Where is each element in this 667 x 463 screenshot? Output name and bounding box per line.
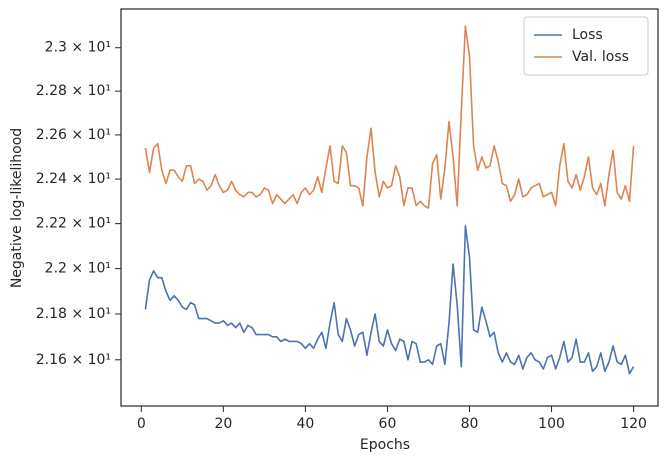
y-tick-label: 2.24 × 10¹ — [36, 171, 111, 187]
legend-box — [523, 16, 649, 76]
x-tick-label: 100 — [538, 416, 565, 432]
y-tick-label: 2.2 × 10¹ — [45, 261, 111, 277]
y-tick-label: 2.28 × 10¹ — [36, 83, 111, 99]
y-tick-label: 2.26 × 10¹ — [36, 127, 111, 143]
x-tick-label: 60 — [379, 416, 397, 432]
plot-frame — [120, 8, 659, 407]
y-tick-label: 2.3 × 10¹ — [45, 40, 111, 56]
y-tick-label: 2.16 × 10¹ — [36, 352, 111, 368]
x-tick-label: 40 — [296, 416, 314, 432]
line-series — [144, 25, 635, 209]
x-tick-label: 80 — [461, 416, 479, 432]
x-axis-label: Epochs — [360, 437, 410, 453]
y-tick-label: 2.22 × 10¹ — [36, 216, 111, 232]
y-axis-label: Negative log-likelihood — [9, 128, 25, 288]
x-tick-label: 20 — [214, 416, 232, 432]
line-series — [144, 225, 635, 375]
x-tick-label: 120 — [620, 416, 647, 432]
y-tick-label: 2.18 × 10¹ — [36, 306, 111, 322]
legend-label: Val. loss — [572, 49, 629, 65]
x-tick-label: 0 — [137, 416, 146, 432]
legend-label: Loss — [572, 27, 603, 43]
